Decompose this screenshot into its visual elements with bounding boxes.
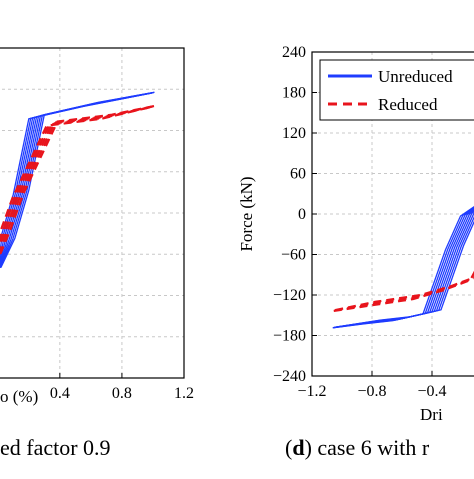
y-tick-label: 120: [282, 125, 306, 142]
right-y-ticks: −240 −180 −120 −60 0 60 120 180 240: [273, 44, 317, 385]
right-caption-suffix: ) case 6 with r: [305, 435, 430, 460]
right-caption-prefix: (: [285, 435, 292, 460]
right-y-axis-label: Force (kN): [237, 176, 256, 251]
left-chart: 0.4 0.8 1.2 o (%): [0, 48, 194, 406]
right-caption: (d) case 6 with r: [285, 435, 430, 460]
series-line: [0, 107, 152, 255]
legend-unreduced-label: Unreduced: [378, 67, 453, 86]
y-tick-label: 180: [282, 85, 306, 102]
y-tick-label: 60: [290, 166, 306, 183]
x-tick-label: −0.8: [357, 383, 386, 400]
y-tick-label: −180: [273, 328, 306, 345]
right-x-ticks: −1.2 −0.8 −0.4: [297, 371, 446, 400]
x-tick-label: 0.8: [112, 385, 132, 402]
left-grid: [0, 48, 184, 378]
left-caption-text: ed factor 0.9: [0, 435, 111, 460]
series-line: [335, 200, 474, 327]
x-tick-label: −1.2: [297, 383, 326, 400]
x-tick-label: 0.4: [50, 385, 70, 402]
y-tick-label: 0: [298, 206, 306, 223]
right-series: [333, 200, 474, 328]
left-caption: ed factor 0.9: [0, 435, 111, 460]
right-chart: −1.2 −0.8 −0.4 −240 −180 −120 −60 0 60 120 180 240…: [237, 44, 474, 424]
y-tick-label: 240: [282, 44, 306, 61]
y-tick-label: −60: [281, 247, 306, 264]
left-x-ticks: 0.4 0.8 1.2: [50, 373, 194, 402]
x-tick-label: −0.4: [417, 383, 446, 400]
right-x-axis-label: Dri: [420, 405, 443, 424]
y-tick-label: −240: [273, 368, 306, 385]
y-tick-label: −120: [273, 287, 306, 304]
left-series: [0, 92, 155, 268]
legend: Unreduced Reduced: [320, 60, 474, 120]
legend-reduced-label: Reduced: [378, 95, 438, 114]
left-x-axis-label: o (%): [0, 387, 38, 406]
right-caption-letter: d: [292, 435, 304, 460]
x-tick-label: 1.2: [174, 385, 194, 402]
